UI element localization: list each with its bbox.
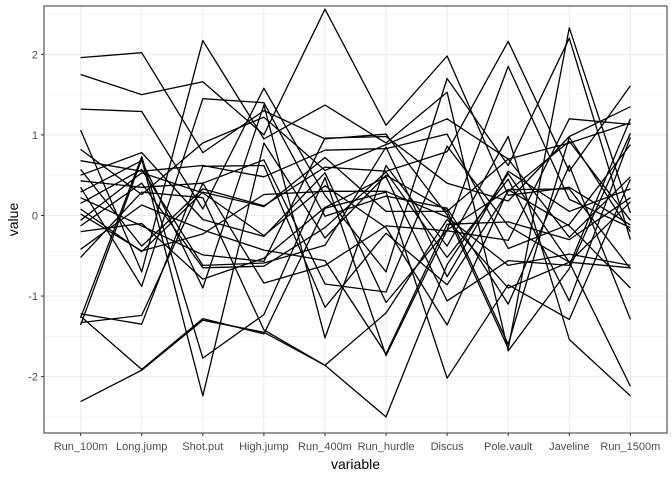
y-tick-label: 1 — [32, 130, 38, 142]
series-line-1 — [80, 27, 632, 350]
series-line-19 — [80, 197, 631, 355]
x-tick-label: Long.jump — [116, 441, 167, 453]
series-line-11 — [80, 104, 631, 397]
x-tick-label: Run_1500m — [600, 441, 660, 453]
x-tick-label: High.jump — [239, 441, 289, 453]
y-tick-label: 0 — [32, 210, 38, 222]
series-line-3 — [80, 37, 632, 273]
series-line-9 — [80, 145, 631, 293]
x-tick-label: Discus — [431, 441, 465, 453]
series-lines — [79, 8, 632, 418]
y-axis: -2 -1 0 1 2 — [28, 49, 44, 384]
x-tick-label: Shot.put — [182, 441, 223, 453]
plot-panel-border — [43, 5, 668, 434]
series-line-26 — [80, 172, 631, 418]
x-tick-label: Pole.vault — [484, 441, 532, 453]
series-line-25 — [79, 136, 631, 397]
x-axis: Run_100m Long.jump Shot.put High.jump Run_40… — [54, 433, 660, 453]
y-tick-label: 2 — [32, 49, 38, 61]
series-line-23 — [79, 156, 631, 359]
series-line-22 — [80, 178, 631, 379]
series-line-8 — [80, 65, 631, 304]
series-line-24 — [80, 118, 631, 324]
x-tick-label: Run_100m — [54, 441, 108, 453]
y-tick-label: -1 — [28, 291, 38, 303]
x-tick-label: Javeline — [549, 441, 589, 453]
plot-background — [44, 6, 667, 433]
series-line-4 — [80, 39, 631, 352]
series-line-12 — [80, 106, 631, 263]
series-line-21 — [80, 140, 631, 325]
x-tick-label: Run_400m — [298, 441, 352, 453]
x-tick-label: Run_hurdle — [358, 441, 415, 453]
series-line-15 — [80, 190, 631, 267]
series-line-14 — [80, 156, 631, 253]
y-axis-title: value — [5, 203, 21, 237]
major-gridlines — [44, 6, 667, 433]
series-line-20 — [80, 191, 631, 366]
y-tick-label: -2 — [28, 372, 38, 384]
x-axis-title: variable — [331, 456, 380, 472]
series-line-18 — [80, 118, 632, 302]
